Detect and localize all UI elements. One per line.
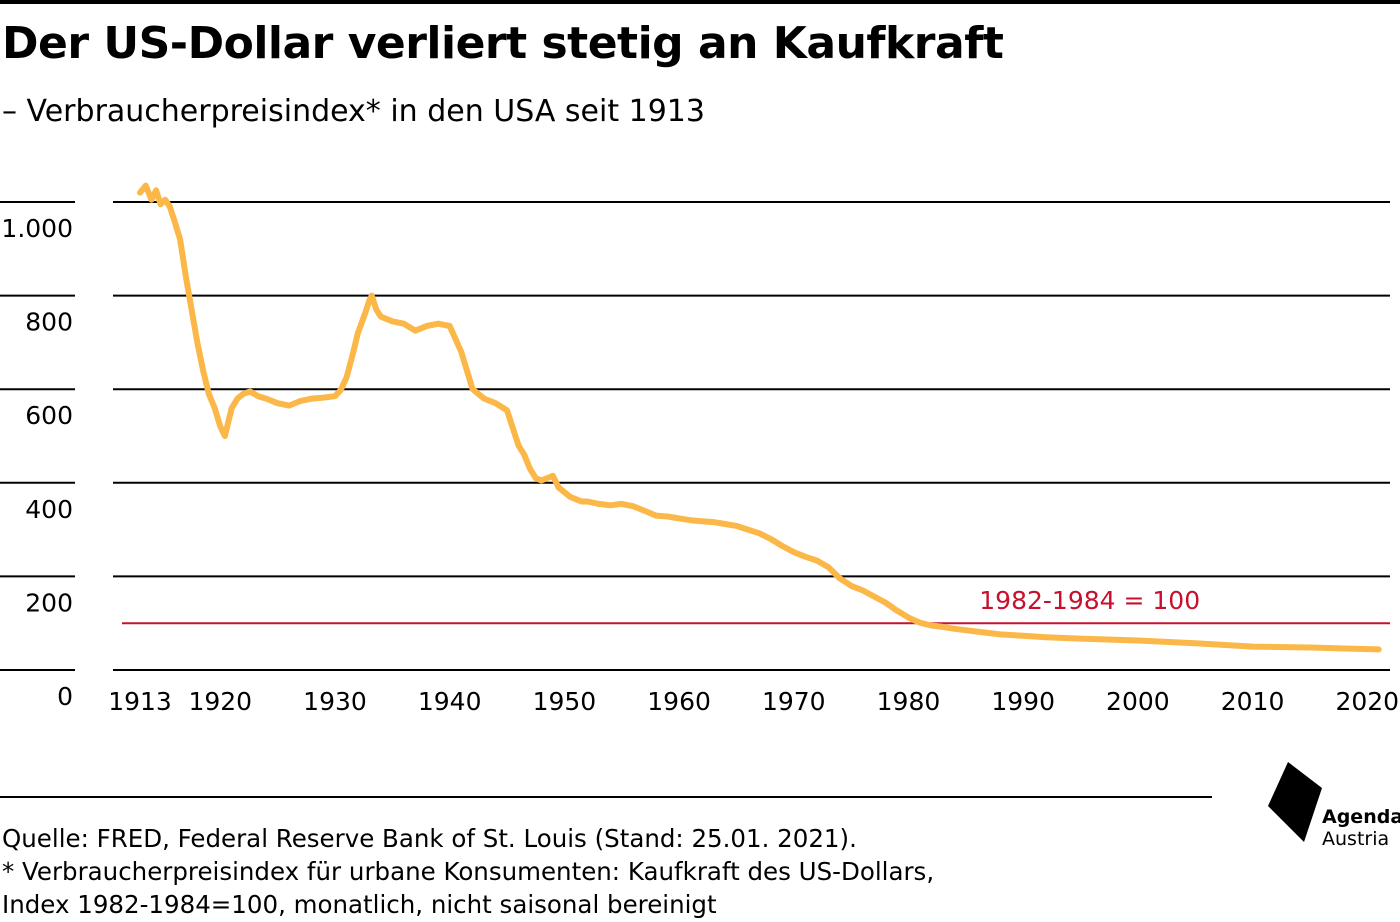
footer-rule <box>0 796 1212 798</box>
series-line <box>137 182 1382 653</box>
x-tick-label: 1920 <box>188 687 252 716</box>
x-tick-label: 1980 <box>877 687 941 716</box>
x-tick-label: 1990 <box>991 687 1055 716</box>
y-tick-label: 400 <box>25 495 73 524</box>
x-axis-ticks: 1913 1920 1930 1940 1950 1960 1970 1980 1990 2000… <box>108 687 1399 716</box>
x-tick-label: 2000 <box>1106 687 1170 716</box>
agenda-austria-logo-icon <box>1268 762 1322 842</box>
series-group <box>137 182 1382 653</box>
y-axis-ticks: 0 200 400 600 800 1.000 <box>1 214 73 711</box>
x-tick-label: 1940 <box>418 687 482 716</box>
logo-line-1: Agenda <box>1322 806 1400 828</box>
logo-wordmark: Agenda Austria <box>1322 806 1400 850</box>
y-tick-label: 600 <box>25 401 73 430</box>
y-tick-label: 1.000 <box>1 214 73 243</box>
x-tick-label: 1930 <box>303 687 367 716</box>
grid-lines <box>0 201 1390 671</box>
y-tick-label: 800 <box>25 308 73 337</box>
chart-title: Der US-Dollar verliert stetig an Kaufkra… <box>2 18 1004 69</box>
source-line-3: Index 1982-1984=100, monatlich, nicht sa… <box>2 890 717 919</box>
y-tick-label: 0 <box>57 682 73 711</box>
chart-subtitle: – Verbraucherpreisindex* in den USA seit… <box>2 94 705 129</box>
reference-label: 1982-1984 = 100 <box>979 586 1200 615</box>
source-note: Quelle: FRED, Federal Reserve Bank of St… <box>2 822 934 921</box>
y-tick-label: 200 <box>25 588 73 617</box>
x-tick-label: 1960 <box>647 687 711 716</box>
x-tick-label: 1913 <box>108 687 172 716</box>
x-tick-label: 2010 <box>1221 687 1285 716</box>
source-line-2: * Verbraucherpreisindex für urbane Konsu… <box>2 857 935 886</box>
reference-line-group: 1982-1984 = 100 <box>122 586 1390 625</box>
x-tick-label: 1970 <box>762 687 826 716</box>
logo-line-2: Austria <box>1322 828 1390 850</box>
source-line-1: Quelle: FRED, Federal Reserve Bank of St… <box>2 824 857 853</box>
x-tick-label: 2020 <box>1335 687 1399 716</box>
x-tick-label: 1950 <box>533 687 597 716</box>
top-rule <box>0 0 1400 4</box>
